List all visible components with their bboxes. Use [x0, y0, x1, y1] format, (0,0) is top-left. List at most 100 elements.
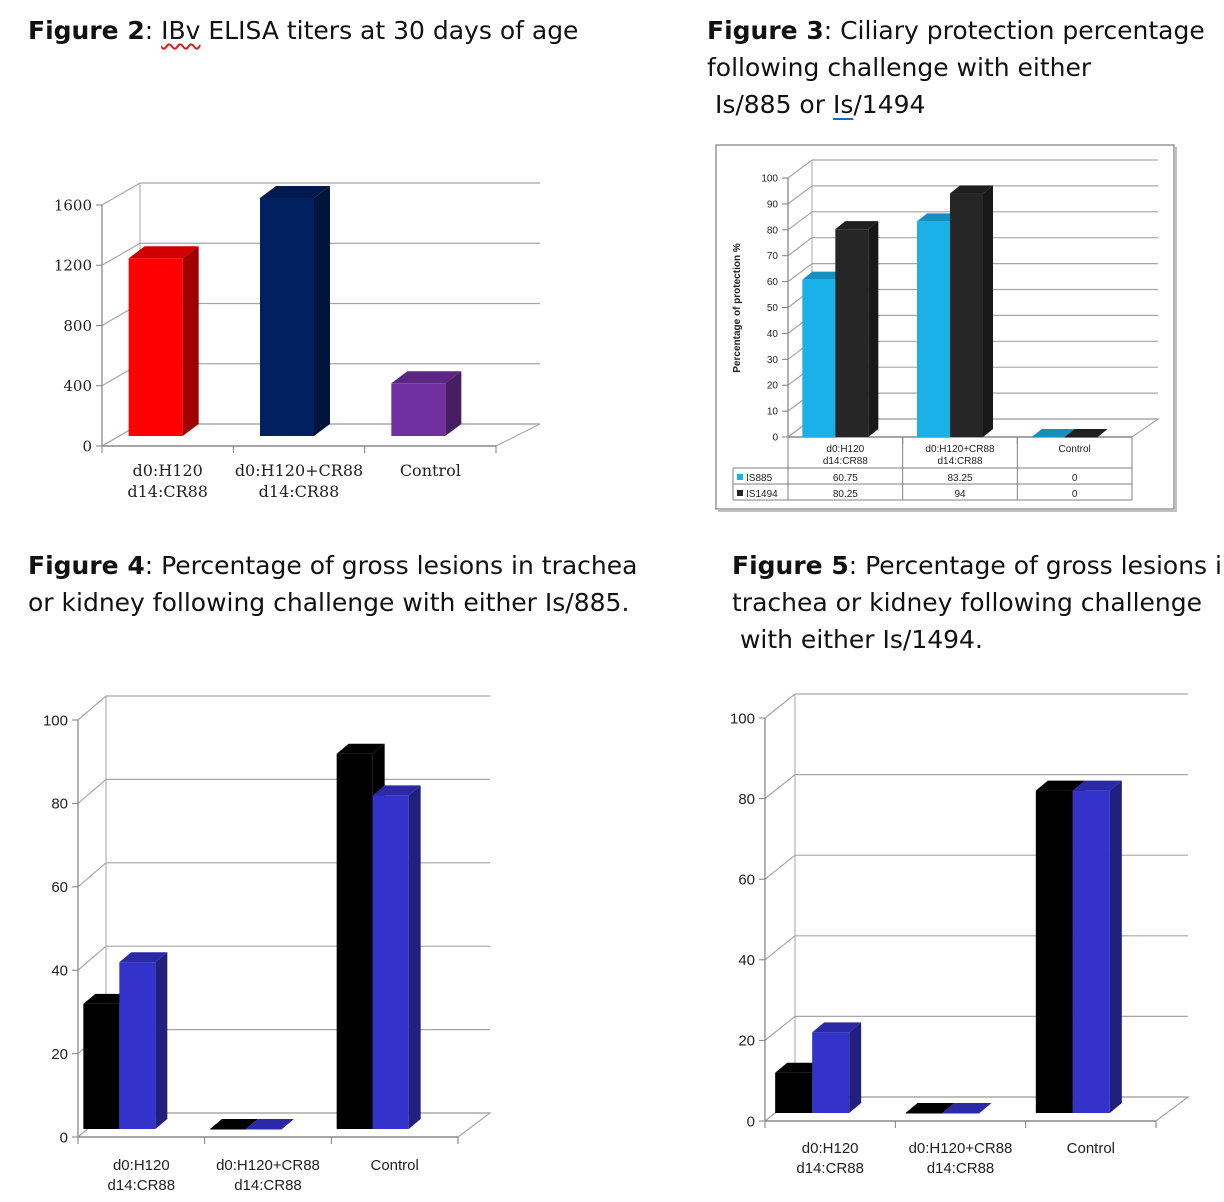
data-table-value: 83.25: [947, 473, 972, 484]
bar-fig3-0-0-front: [802, 279, 836, 437]
bar-fig3-2-0: [1031, 429, 1075, 438]
bar-fig3-0-1: [835, 221, 879, 437]
figure-3-caption-line-1: Figure 3: Ciliary protection percentage: [707, 12, 1205, 49]
gridline-depth: [787, 159, 813, 179]
bar-fig3-2-1-top: [1064, 429, 1108, 437]
x-category-label: d14:CR88: [108, 1177, 176, 1194]
bar-fig2-0-0: [128, 246, 199, 436]
bar-fig5-0-1-side: [849, 1022, 862, 1113]
y-tick-label: 30: [767, 355, 779, 366]
y-tick-label: 100: [43, 712, 68, 729]
caption-text: : Percentage of gross lesions in: [848, 551, 1224, 580]
bar-fig2-1-0-side: [314, 186, 330, 436]
y-tick-label: 90: [767, 199, 779, 210]
figure-2-caption-line: Figure 2: IBv ELISA titers at 30 days of…: [28, 12, 578, 49]
y-tick-label: 40: [51, 962, 68, 979]
gridline-depth: [787, 263, 813, 283]
x-category-label: d0:H120: [113, 1157, 170, 1174]
bar-fig5-1-1-front: [942, 1113, 980, 1114]
x-category-label: d0:H120+CR88: [925, 444, 995, 455]
gridline-depth: [764, 1015, 796, 1041]
y-tick-label: 0: [747, 1113, 755, 1130]
y-tick-label: 800: [63, 317, 92, 335]
y-tick-label: 1600: [54, 196, 92, 214]
figure-3-caption-line-2: following challenge with either: [707, 53, 1092, 82]
caption-text: ELISA titers at 30 days of age: [200, 16, 579, 45]
figure-2-label: Figure 2: [28, 16, 145, 45]
y-tick-label: 20: [767, 381, 779, 392]
gridline-depth: [101, 182, 141, 206]
y-tick-label: 10: [767, 407, 779, 418]
x-category-label: d14:CR88: [259, 482, 340, 501]
bar-fig4-1-1: [246, 1119, 294, 1130]
bar-fig4-0-0: [83, 993, 132, 1129]
bar-fig4-0-0-front: [83, 1003, 120, 1129]
bar-fig4-2-0-front: [336, 753, 373, 1129]
gridline-depth: [764, 693, 796, 719]
bar-fig5-2-0-top: [1035, 780, 1085, 791]
bar-fig2-2-0: [391, 371, 462, 436]
y-tick-label: 100: [730, 710, 755, 727]
y-tick-label: 60: [767, 277, 779, 288]
y-tick-label: 20: [738, 1033, 755, 1050]
x-category-label: d0:H120: [133, 461, 203, 480]
gridline-depth: [787, 237, 813, 257]
bar-fig5-2-0-front: [1035, 790, 1073, 1113]
bar-fig2-0-0-side: [182, 246, 199, 436]
caption-text: :: [144, 16, 162, 45]
figure-4-label: Figure 4: [28, 551, 145, 580]
bar-fig2-2-0-side: [445, 371, 462, 436]
bar-fig4-0-1-top: [119, 952, 168, 963]
bar-fig3-1-1-top: [950, 185, 993, 194]
figure-5-caption: Figure 5: Percentage of gross lesions in…: [732, 547, 1224, 658]
bar-fig3-0-1-side: [868, 221, 879, 437]
bar-fig4-1-0: [210, 1119, 258, 1130]
y-tick-label: 60: [738, 871, 755, 888]
bar-fig2-1-0-front: [260, 198, 314, 436]
y-tick-label: 80: [738, 791, 755, 808]
bar-fig4-1-0-top: [210, 1119, 258, 1129]
figure-3-caption-line-3: Is/885 or Is/1494: [707, 86, 1205, 123]
gridline-depth: [787, 185, 813, 205]
bar-fig2-0-0-front: [128, 258, 183, 436]
y-tick-label: 100: [761, 174, 778, 185]
bar-fig4-0-1-side: [155, 952, 168, 1129]
bar-fig3-0-0-top: [802, 271, 846, 280]
x-category-label: d14:CR88: [127, 482, 208, 501]
legend-label: IS1494: [746, 489, 778, 500]
bar-fig4-2-1-top: [372, 785, 421, 796]
figure-5-caption-line-3: with either Is/1494.: [732, 625, 983, 654]
bar-fig4-1-1-front: [246, 1129, 282, 1130]
bar-fig4-2-1-front: [372, 795, 409, 1129]
chart-fig5: 0 20 40 60 80 100 d0:H120 d14:CR88 d0:H120+CR88 d…: [730, 693, 1190, 1177]
bar-fig4-1-1-top: [246, 1119, 294, 1129]
x-category-label: d0:H120: [802, 1140, 859, 1157]
data-table-value: 60.75: [833, 473, 858, 484]
bar-fig2-2-0-top: [391, 371, 462, 384]
y-tick-label: 80: [51, 796, 68, 813]
bar-fig5-0-0-top: [775, 1062, 825, 1073]
x-category-label: d14:CR88: [796, 1160, 864, 1177]
x-category-label: d0:H120+CR88: [909, 1140, 1013, 1157]
y-tick-label: 40: [738, 952, 755, 969]
x-category-label: d14:CR88: [234, 1177, 302, 1194]
caption-text: : Ciliary protection percentage: [823, 16, 1205, 45]
bar-fig3-1-1-front: [950, 193, 983, 437]
bar-fig2-0-0-top: [128, 246, 199, 259]
gridline-depth: [101, 242, 141, 266]
data-table: d0:H120d14:CR88d0:H120+CR88d14:CR88Contr…: [732, 437, 1133, 501]
chart-fig2: 0 400 800 1200 1600 d0:H120 d14:CR88 d0:H120+CR…: [54, 182, 541, 501]
y-tick-label: 80: [767, 225, 779, 236]
gridline-depth: [77, 778, 107, 804]
bar-fig2-1-0: [260, 186, 330, 436]
bar-fig5-1-0-front: [905, 1113, 943, 1114]
x-category-label: d14:CR88: [823, 456, 868, 467]
x-category-label: d0:H120+CR88: [235, 461, 363, 480]
y-tick-label: 50: [767, 303, 779, 314]
figure-2-caption: Figure 2: IBv ELISA titers at 30 days of…: [28, 12, 578, 49]
x-category-label: d14:CR88: [937, 456, 982, 467]
bar-fig3-1-1: [950, 185, 993, 437]
bar-fig3-1-0-top: [917, 213, 960, 222]
bar-fig3-2-1-front: [1064, 437, 1098, 438]
legend-key: [737, 490, 743, 496]
